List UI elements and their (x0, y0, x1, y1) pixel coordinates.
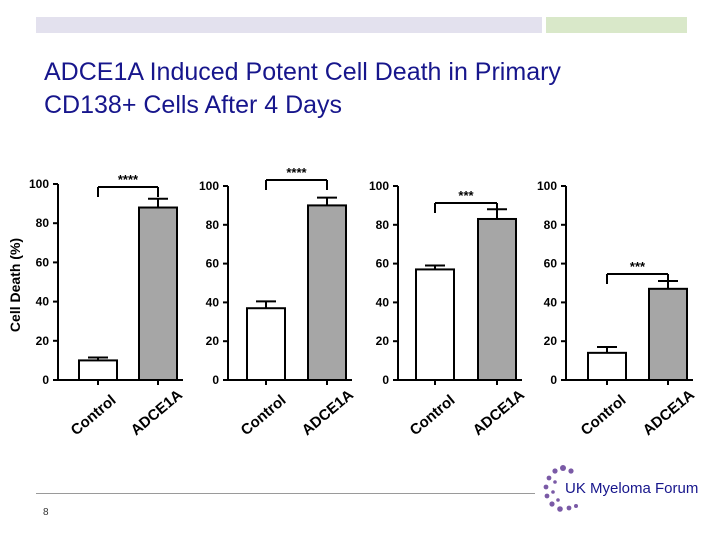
y-tick-label: 0 (42, 373, 49, 387)
x-category-label: ADCE1A (640, 386, 698, 439)
bar-adce1a (648, 287, 688, 382)
title-line-2: CD138+ Cells After 4 Days (44, 91, 343, 119)
y-tick-label: 40 (544, 295, 558, 309)
y-tick-label: 40 (206, 295, 220, 309)
y-tick-label: 100 (537, 179, 557, 193)
y-tick-label: 20 (544, 334, 558, 348)
y-tick-label: 40 (36, 295, 50, 309)
significance-stars: **** (286, 165, 307, 180)
y-tick-label: 20 (36, 334, 50, 348)
y-tick-label: 40 (376, 295, 390, 309)
y-tick-label: 0 (382, 373, 389, 387)
y-tick-label: 60 (206, 257, 220, 271)
x-category-label: ADCE1A (470, 386, 528, 439)
x-category-label: Control (578, 392, 630, 439)
bar-control (415, 268, 455, 382)
logo-text: UK Myeloma Forum (565, 480, 699, 497)
bar-adce1a (307, 204, 347, 381)
significance-stars: **** (118, 172, 139, 187)
y-tick-label: 80 (544, 218, 558, 232)
y-tick-label: 60 (36, 255, 50, 269)
x-category-label: ADCE1A (299, 386, 357, 439)
significance-stars: *** (630, 259, 646, 274)
y-tick-label: 60 (376, 257, 390, 271)
slide-title: ADCE1A Induced Potent Cell Death in Prim… (44, 56, 684, 122)
y-tick-label: 80 (376, 218, 390, 232)
title-line-1: ADCE1A Induced Potent Cell Death in Prim… (44, 58, 561, 86)
x-category-label: ADCE1A (128, 386, 186, 439)
y-tick-label: 0 (550, 373, 557, 387)
y-axis-label: Cell Death (%) (7, 238, 23, 332)
bar-control (587, 351, 627, 381)
uk-myeloma-forum-logo: UK Myeloma Forum (541, 462, 716, 518)
logo-dots-icon (543, 465, 578, 512)
y-tick-label: 80 (206, 218, 220, 232)
header-band-lavender (36, 17, 542, 33)
x-category-label: Control (238, 392, 290, 439)
bar-control (78, 359, 118, 381)
page-number: 8 (43, 507, 49, 518)
y-tick-label: 60 (544, 257, 558, 271)
y-tick-label: 100 (199, 179, 219, 193)
y-tick-label: 80 (36, 216, 50, 230)
y-tick-label: 0 (212, 373, 219, 387)
y-tick-label: 100 (29, 177, 49, 191)
x-category-label: Control (407, 392, 459, 439)
y-tick-label: 20 (206, 334, 220, 348)
bar-control (246, 307, 286, 381)
x-category-label: Control (68, 392, 120, 439)
header-band-green (546, 17, 687, 33)
footer-divider (36, 493, 535, 494)
bar-adce1a (477, 217, 517, 381)
significance-stars: *** (458, 188, 474, 203)
y-tick-label: 100 (369, 179, 389, 193)
bar-adce1a (138, 206, 178, 381)
y-tick-label: 20 (376, 334, 390, 348)
